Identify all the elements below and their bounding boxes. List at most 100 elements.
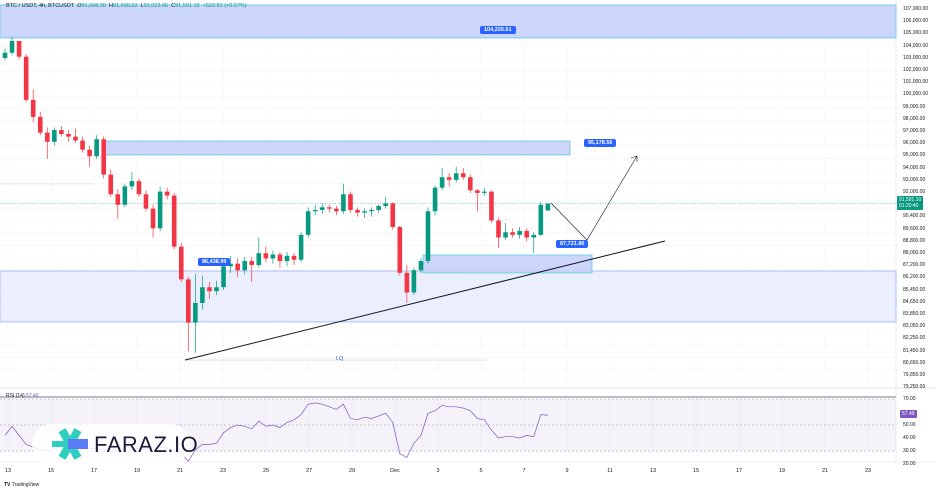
price-axis-label: 86,200.00 (903, 274, 926, 281)
last-price: 91,591.10 (899, 197, 922, 203)
candle-down (235, 263, 240, 271)
price-axis-label: 88,000.00 (903, 250, 926, 256)
brand-text: TradingView (11, 482, 40, 488)
candle-up (369, 209, 374, 212)
candle-down (397, 226, 403, 273)
price-axis-label: 99,000.00 (903, 103, 926, 110)
callout-104226[interactable]: 104,226.61 (480, 26, 516, 34)
candle-down (475, 190, 480, 193)
price-axis-label: 97,000.00 (903, 128, 926, 134)
candle-up (52, 130, 57, 142)
candle-down (390, 203, 396, 227)
open-value: 91,068.30 (81, 3, 106, 9)
candle-down (108, 174, 114, 195)
candle-down (263, 253, 269, 259)
candle-down (496, 220, 501, 238)
callout-86438[interactable]: 86,438.99 (198, 258, 231, 266)
arrow-head-icon (630, 155, 638, 162)
callout-87721[interactable]: 87,721.86 (556, 240, 589, 248)
candle-down (460, 173, 466, 178)
low-value: 91,023.06 (143, 3, 169, 9)
candle-up (538, 204, 544, 235)
candle-up (411, 270, 417, 293)
price-axis-label: 85,450.00 (903, 286, 926, 293)
time-axis-label: 15 (47, 468, 55, 474)
candle-up (242, 261, 247, 271)
candle-down (45, 132, 50, 142)
time-axis-label: 27 (305, 468, 313, 474)
rsi-value-tag: 57.49 (900, 410, 917, 418)
time-axis-label: 21 (821, 468, 829, 474)
supply-zone-top (0, 4, 897, 39)
candle-down (23, 56, 29, 100)
price-axis-label: 79,250.00 (903, 384, 926, 391)
candle-up (256, 253, 262, 265)
price-axis-label: 103,000.00 (903, 54, 929, 61)
candle-up (482, 191, 487, 193)
candle-up (157, 191, 163, 229)
candle-down (404, 272, 410, 293)
time-axis-label: 23 (219, 468, 227, 474)
high-value: 91,600.53 (113, 3, 138, 9)
price-axis-label: 98,000.00 (903, 115, 926, 122)
price-axis-label: 101,000.00 (903, 79, 929, 86)
time-axis-label: 29 (348, 468, 356, 474)
time-axis-label: 25 (262, 468, 270, 474)
demand-zone-small (422, 254, 593, 274)
candle-down (446, 177, 452, 180)
tradingview-logo-icon: TV (4, 482, 11, 488)
time-axis-label: 15 (692, 468, 700, 474)
symbol-name[interactable]: BTC / USDT, 4h, BTCUSDT (6, 3, 75, 9)
price-axis-label: 92,000.00 (903, 189, 926, 195)
candle-up (439, 177, 445, 188)
tradingview-brand[interactable]: TV TradingView (4, 482, 39, 488)
time-axis-label: 19 (133, 468, 141, 474)
callout-95178[interactable]: 95,178.56 (584, 139, 617, 147)
candle-down (87, 149, 92, 157)
candle-down (524, 230, 529, 238)
last-price-tag: 91,591.10 01:20:40 (897, 196, 924, 210)
candle-down (489, 191, 494, 221)
price-axis-label: 102,000.00 (903, 67, 929, 73)
rsi-axis-label: 40.00 (903, 435, 916, 441)
price-axis-label: 83,050.00 (903, 323, 926, 330)
candle-down (143, 194, 149, 209)
candle-up (193, 302, 198, 323)
low-label: L (140, 3, 144, 9)
close-label: C (171, 3, 176, 9)
rsi-axis-label: 50.00 (903, 422, 916, 428)
time-axis-label: 17 (90, 468, 98, 474)
price-axis-label: 93,000.00 (903, 176, 926, 183)
time-axis-label: 5 (479, 468, 483, 474)
candle-up (319, 207, 325, 210)
demand-zone-large (0, 270, 897, 323)
time-axis-label: 19 (778, 468, 786, 474)
candle-up (94, 139, 99, 157)
price-axis-label: 88,800.00 (903, 237, 926, 244)
rsi-legend[interactable]: RSI (14) 57.49 (6, 393, 39, 399)
candle-up (9, 40, 15, 53)
candle-down (164, 191, 170, 196)
price-axis-label: 94,000.00 (903, 164, 926, 171)
faraz-logo: FARAZ.IO (32, 424, 198, 464)
candle-up (531, 234, 537, 238)
time-axis-label: 3 (436, 468, 440, 474)
candle-up (341, 194, 346, 212)
rsi-axis-label: 20.00 (903, 461, 916, 467)
price-axis-label: 96,000.00 (903, 140, 926, 147)
candle-down (207, 287, 212, 292)
candle-down (277, 254, 283, 262)
price-axis-label: 80,650.00 (903, 359, 926, 366)
candle-down (327, 207, 332, 209)
time-axis-label: 23 (864, 468, 872, 474)
candle-up (228, 263, 233, 267)
close-value: 91,591.10 (175, 3, 200, 9)
candle-down (30, 99, 36, 117)
supply-zone-mid (102, 140, 571, 156)
asterisk-logo-icon (52, 428, 88, 460)
candle-down (334, 208, 339, 212)
candle-down (510, 232, 515, 235)
time-axis-label: 17 (735, 468, 743, 474)
candle-up (214, 287, 219, 292)
